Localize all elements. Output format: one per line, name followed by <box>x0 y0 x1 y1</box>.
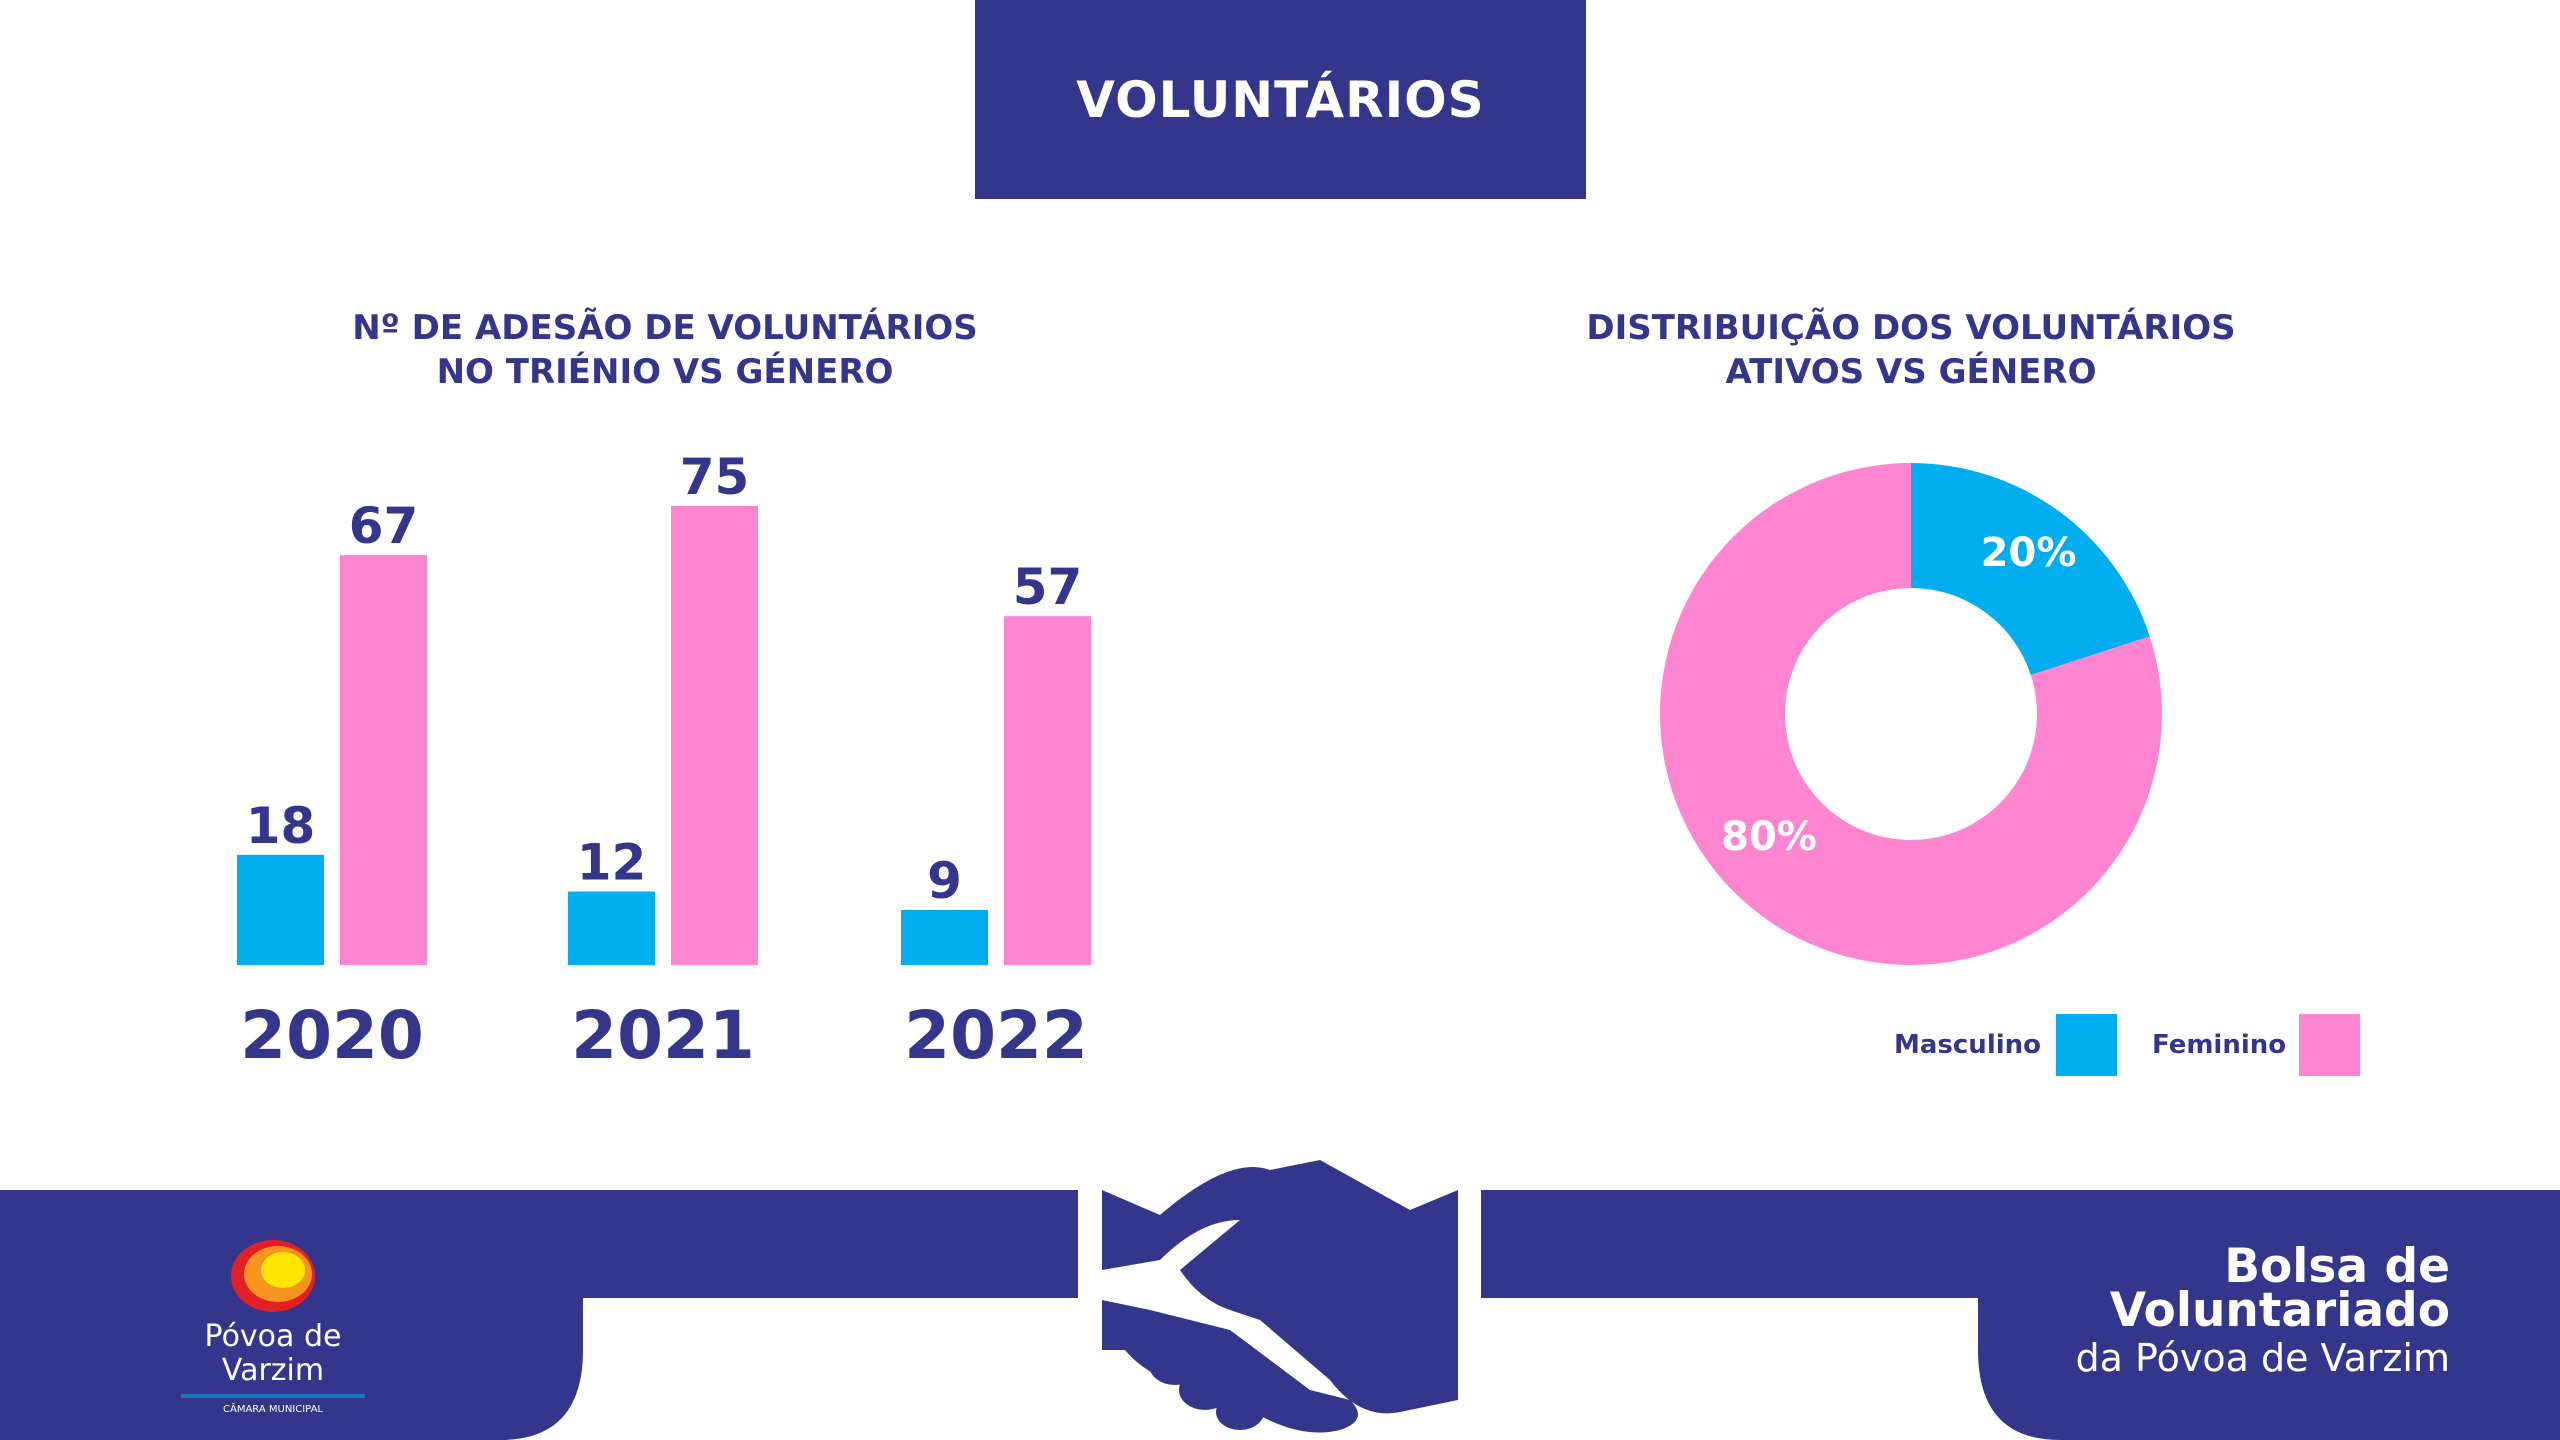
bar-masculino-2020 <box>237 854 324 965</box>
bar-value-label: 12 <box>577 834 647 892</box>
bar-masculino-2022 <box>901 909 988 965</box>
legend-label-masculino: Masculino <box>1894 1030 2042 1060</box>
donut-label-feminino: 80% <box>1721 814 1817 860</box>
donut-slice-feminino <box>1660 463 2162 965</box>
donut-chart: 20% 80% <box>1660 463 2162 965</box>
bar-feminino-2021 <box>671 506 758 965</box>
donut-chart-title-line-2: ATIVOS VS GÉNERO <box>1725 352 2097 392</box>
donut-slice-masculino <box>1911 463 2150 676</box>
bar-feminino-2022 <box>1004 616 1091 965</box>
brand-line-2: Voluntariado <box>2109 1283 2450 1338</box>
bar-chart-title-line-1: Nº DE ADESÃO DE VOLUNTÁRIOS <box>352 308 978 348</box>
donut-label-masculino: 20% <box>1981 530 2077 576</box>
bar-chart-title-line-2: NO TRIÉNIO VS GÉNERO <box>436 352 894 392</box>
bar-value-label: 67 <box>349 497 419 555</box>
page-title: VOLUNTÁRIOS <box>1076 70 1485 129</box>
bar-value-label: 75 <box>680 448 750 506</box>
bar-value-label: 57 <box>1013 558 1083 616</box>
legend-swatch-masculino <box>2056 1014 2117 1076</box>
brand-line-1: Bolsa de <box>2224 1239 2450 1294</box>
bar-chart: 18 67 2020 12 75 2021 9 57 2022 <box>237 448 1091 1074</box>
donut-chart-title-line-1: DISTRIBUIÇÃO DOS VOLUNTÁRIOS <box>1586 308 2236 348</box>
legend-swatch-feminino <box>2299 1014 2360 1076</box>
year-label-2021: 2021 <box>571 997 755 1074</box>
logo-name: Póvoa de Varzim <box>204 1319 342 1388</box>
logo-sun-icon <box>231 1240 315 1312</box>
povoa-de-varzim-logo: Póvoa de Varzim CÂMARA MUNICIPAL <box>171 1236 375 1415</box>
title-banner: VOLUNTÁRIOS <box>975 0 1586 199</box>
year-label-2020: 2020 <box>240 997 424 1074</box>
handshake-icon <box>1102 1160 1458 1433</box>
bar-value-label: 9 <box>927 852 962 910</box>
logo-subtitle: CÂMARA MUNICIPAL <box>223 1404 323 1415</box>
brand-line-3: da Póvoa de Varzim <box>2075 1336 2450 1380</box>
legend-label-feminino: Feminino <box>2152 1030 2287 1060</box>
bar-chart-title: Nº DE ADESÃO DE VOLUNTÁRIOS NO TRIÉNIO V… <box>215 306 1115 394</box>
donut-chart-title: DISTRIBUIÇÃO DOS VOLUNTÁRIOS ATIVOS VS G… <box>1461 306 2361 394</box>
bar-value-label: 18 <box>246 797 316 855</box>
year-label-2022: 2022 <box>904 997 1088 1074</box>
bar-feminino-2020 <box>340 554 427 965</box>
bar-masculino-2021 <box>568 891 655 965</box>
